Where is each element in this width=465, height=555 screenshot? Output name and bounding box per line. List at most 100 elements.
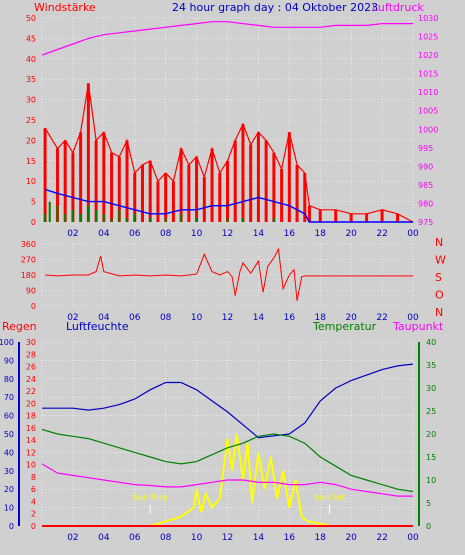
x-tick-label: 22 [376,313,387,323]
y-tick-label: 0 [31,218,36,227]
pressure-axis-title: Luftdruck [372,1,424,14]
x-tick-label: 22 [376,533,387,543]
y-tick-label: 1020 [418,51,438,60]
x-tick-label: 18 [315,313,327,323]
y-tick-label: 1025 [418,33,438,42]
y-tick-label: 20 [4,485,14,494]
x-tick-label: 06 [129,533,141,543]
y-tick-label: 20 [426,430,436,439]
y-tick-label: 50 [26,14,36,23]
y-tick-label: 22 [26,387,36,396]
y-tick-label: 50 [4,430,14,439]
y-tick-label: 6 [31,485,36,494]
y-tick-label: 360 [21,240,36,249]
compass-label: S [435,271,442,284]
y-tick-label: 980 [418,199,433,208]
y-tick-label: 15 [26,157,36,166]
sunrise-label: Sun Rise [133,493,168,502]
y-tick-label: 35 [26,75,36,84]
y-tick-label: 35 [426,361,436,370]
x-tick-label: 20 [345,229,357,239]
y-tick-label: 990 [418,162,433,171]
y-tick-label: 25 [26,116,36,125]
x-tick-label: 02 [67,229,78,239]
x-tick-label: 00 [407,313,419,323]
y-tick-label: 985 [418,181,433,190]
y-tick-label: 1005 [418,107,438,116]
x-tick-label: 14 [253,313,265,323]
temperature-axis-title: Temperatur [312,320,377,333]
y-tick-label: 70 [4,393,14,402]
x-tick-label: 04 [98,533,110,543]
y-tick-label: 40 [26,55,36,64]
y-tick-label: 40 [426,338,436,347]
y-tick-label: 12 [26,448,36,457]
y-tick-label: 20 [26,136,36,145]
y-tick-label: 10 [426,476,436,485]
y-tick-label: 180 [21,271,36,280]
y-tick-label: 975 [418,218,433,227]
wind-axis-title: Windstärke [34,1,96,14]
y-tick-label: 26 [26,363,36,372]
x-tick-label: 06 [129,229,141,239]
compass-label: O [435,289,444,302]
x-tick-label: 16 [284,313,296,323]
x-tick-label: 04 [98,313,110,323]
pressure-line [41,21,413,56]
x-tick-label: 06 [129,313,141,323]
x-tick-label: 12 [222,533,233,543]
x-tick-label: 12 [222,229,233,239]
y-tick-label: 20 [26,399,36,408]
compass-label: W [435,254,446,267]
y-tick-label: 5 [31,198,36,207]
y-tick-label: 80 [4,375,14,384]
x-tick-label: 16 [284,229,296,239]
x-tick-label: 00 [407,533,419,543]
y-tick-label: 5 [426,499,431,508]
y-tick-label: 10 [26,461,36,470]
dewpoint-line [41,463,413,497]
humidity-axis-title: Luftfeuchte [66,320,129,333]
x-tick-label: 22 [376,229,387,239]
x-tick-label: 16 [284,533,296,543]
y-tick-label: 30 [26,96,36,105]
x-tick-label: 08 [160,313,172,323]
wind-mean-line [44,188,413,223]
y-tick-label: 14 [26,436,36,445]
y-tick-label: 18 [26,412,36,421]
x-tick-label: 20 [345,533,357,543]
y-tick-label: 90 [4,356,14,365]
rain-axis-title: Regen [2,320,37,333]
x-tick-label: 18 [315,533,327,543]
y-tick-label: 16 [26,424,36,433]
y-tick-label: 30 [4,467,14,476]
x-tick-label: 12 [222,313,233,323]
y-tick-label: 0 [426,522,431,531]
solar-radiation-line [149,433,330,527]
y-tick-label: 28 [26,350,36,359]
y-tick-label: 0 [31,522,36,531]
y-tick-label: 30 [426,384,436,393]
y-tick-label: 4 [31,497,36,506]
y-tick-label: 25 [426,407,436,416]
y-tick-label: 40 [4,448,14,457]
y-tick-label: 10 [4,504,14,513]
y-tick-label: 100 [0,338,14,347]
y-tick-label: 15 [426,453,436,462]
x-tick-label: 14 [253,229,265,239]
x-tick-label: 02 [67,533,78,543]
y-tick-label: 0 [31,302,36,311]
y-tick-label: 45 [26,34,36,43]
temperature-line [41,428,414,493]
y-tick-label: 2 [31,510,36,519]
chart-title: 24 hour graph day : 04 Oktober 2023 [172,1,378,14]
x-tick-label: 10 [191,229,203,239]
x-tick-label: 08 [160,229,172,239]
x-tick-label: 20 [345,313,357,323]
x-tick-label: 08 [160,533,172,543]
y-tick-label: 24 [26,375,36,384]
y-tick-label: 0 [9,522,14,531]
y-tick-label: 60 [4,412,14,421]
